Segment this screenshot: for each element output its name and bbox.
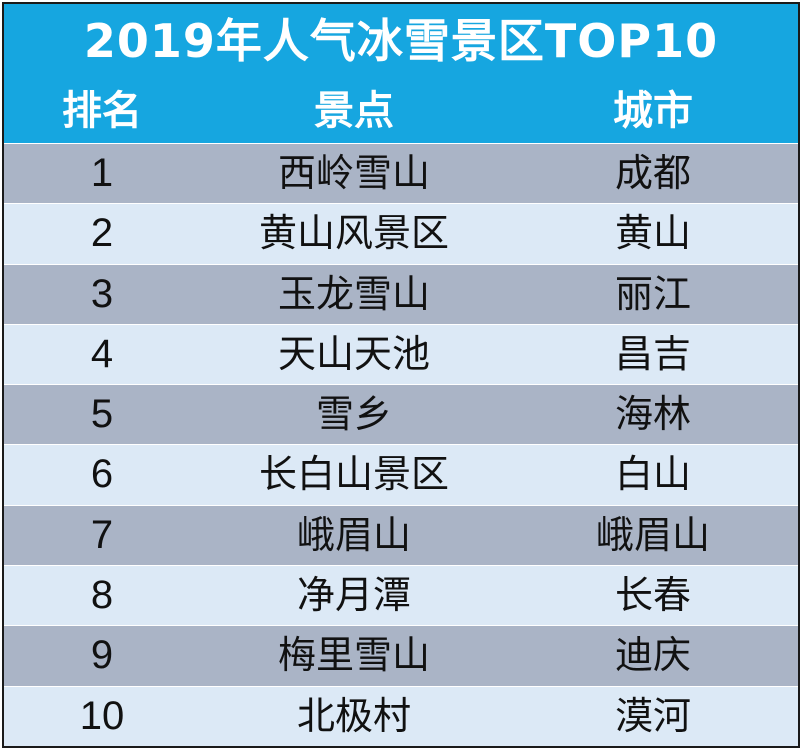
rank-cell: 1 (90, 151, 114, 195)
city-cell: 长春 (614, 573, 691, 618)
spot-cell: 长白山景区 (258, 452, 449, 497)
spot-cell: 西岭雪山 (277, 151, 430, 195)
city-cell: 迪庆 (614, 633, 691, 678)
rank-cell: 9 (90, 633, 114, 678)
spot-cell: 峨眉山 (296, 512, 411, 557)
city-cell: 丽江 (614, 271, 691, 316)
rank-cell: 7 (90, 512, 114, 557)
spot-cell: 梅里雪山 (277, 633, 430, 678)
rank-cell: 5 (90, 392, 114, 437)
city-cell: 昌吉 (614, 331, 691, 376)
city-cell: 白山 (614, 452, 691, 497)
table-row: 9 梅里雪山 迪庆 (4, 625, 798, 686)
spot-cell: 北极村 (296, 693, 411, 738)
rank-cell: 6 (90, 452, 114, 497)
table-row: 4 天山天池 昌吉 (4, 323, 798, 385)
spot-cell: 雪乡 (315, 392, 392, 437)
table-body: 1 西岭雪山 成都 2 黄山风景区 黄山 3 玉龙雪山 丽江 4 天山天池 昌吉… (4, 143, 798, 746)
rank-cell: 2 (90, 211, 114, 256)
spot-cell: 玉龙雪山 (277, 271, 430, 316)
table-row: 6 长白山景区 白山 (4, 444, 798, 505)
table-header: 2019年人气冰雪景区TOP10 排名 景点 城市 (4, 4, 798, 143)
table-title: 2019年人气冰雪景区TOP10 (83, 14, 719, 68)
table-row: 10 北极村 漠河 (4, 685, 798, 746)
spot-cell: 天山天池 (277, 331, 430, 376)
rank-cell: 10 (79, 693, 125, 738)
table-row: 3 玉龙雪山 丽江 (4, 263, 798, 324)
column-header-city: 城市 (613, 88, 693, 134)
column-header-spot: 景点 (314, 88, 394, 134)
column-header-rank: 排名 (62, 88, 142, 134)
table-row: 1 西岭雪山 成都 (4, 143, 798, 204)
city-cell: 黄山 (614, 211, 691, 256)
city-cell: 成都 (614, 151, 691, 195)
city-cell: 漠河 (614, 693, 691, 738)
city-cell: 海林 (614, 392, 691, 437)
rank-cell: 8 (90, 573, 114, 618)
table-row: 5 雪乡 海林 (4, 384, 798, 445)
rank-cell: 4 (90, 331, 114, 376)
city-cell: 峨眉山 (595, 512, 710, 557)
table-row: 7 峨眉山 峨眉山 (4, 504, 798, 566)
table-row: 2 黄山风景区 黄山 (4, 203, 798, 264)
spot-cell: 黄山风景区 (258, 211, 449, 256)
spot-cell: 净月潭 (296, 573, 411, 618)
rank-cell: 3 (90, 271, 114, 316)
table-row: 8 净月潭 长春 (4, 565, 798, 626)
